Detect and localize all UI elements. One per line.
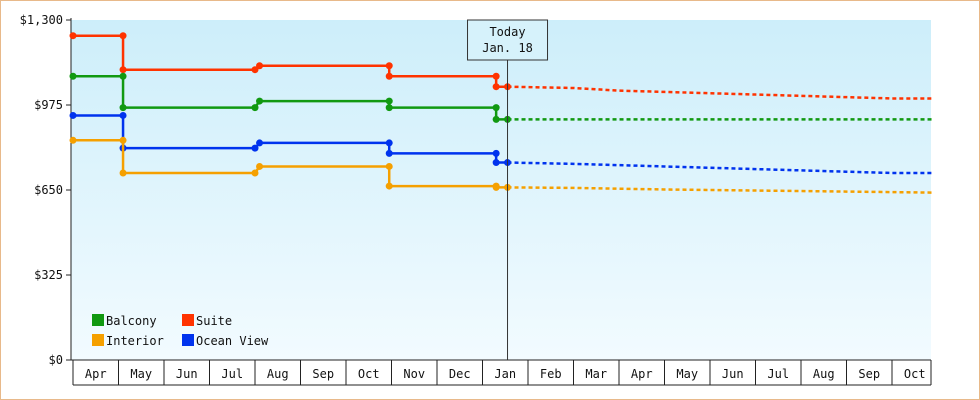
legend-label: Suite (196, 314, 232, 328)
data-point (492, 115, 500, 123)
month-label: Feb (540, 367, 562, 381)
today-label: Today (489, 25, 525, 39)
data-point (119, 32, 127, 40)
data-point (492, 149, 500, 157)
data-point (251, 66, 259, 74)
data-point (256, 62, 264, 70)
data-point (256, 139, 264, 147)
legend-label: Interior (106, 334, 164, 348)
month-label: Aug (813, 367, 835, 381)
data-point (385, 72, 393, 80)
data-point (119, 66, 127, 74)
series-history-line (73, 74, 508, 121)
month-label: Oct (358, 367, 380, 381)
legend-swatch (182, 314, 194, 326)
month-label: Jan (494, 367, 516, 381)
data-point (119, 104, 127, 112)
data-point (385, 97, 393, 105)
month-label: Jul (221, 367, 243, 381)
series-forecast-line (507, 85, 933, 100)
data-point (119, 169, 127, 177)
month-label: May (130, 367, 152, 381)
series-forecast-line (507, 186, 933, 194)
data-point (385, 104, 393, 112)
data-point (251, 104, 259, 112)
month-label: Aug (267, 367, 289, 381)
data-point (69, 136, 77, 144)
data-point (385, 182, 393, 190)
month-label: Mar (585, 367, 607, 381)
data-point (256, 97, 264, 105)
data-point (119, 136, 127, 144)
data-point (492, 104, 500, 112)
month-label: Jun (722, 367, 744, 381)
series-history-line (73, 114, 508, 164)
month-label: Oct (904, 367, 926, 381)
month-label: Apr (631, 367, 653, 381)
legend-label: Ocean View (196, 334, 269, 348)
month-label: Nov (403, 367, 425, 381)
data-point (69, 111, 77, 119)
data-point (119, 111, 127, 119)
month-label: May (676, 367, 698, 381)
data-point (256, 162, 264, 170)
data-point (69, 72, 77, 80)
legend-swatch (182, 334, 194, 346)
month-label: Jul (767, 367, 789, 381)
data-point (492, 183, 500, 191)
legend-swatch (92, 314, 104, 326)
data-point (492, 83, 500, 91)
today-date: Jan. 18 (482, 41, 533, 55)
data-point (492, 72, 500, 80)
series-history-line (73, 34, 508, 88)
month-label: Apr (85, 367, 107, 381)
data-point (385, 162, 393, 170)
data-point (251, 169, 259, 177)
data-point (251, 144, 259, 152)
y-tick-label: $975 (34, 98, 63, 112)
month-label: Jun (176, 367, 198, 381)
data-point (385, 149, 393, 157)
series-forecast-line (507, 161, 933, 175)
data-point (492, 159, 500, 167)
legend-label: Balcony (106, 314, 157, 328)
y-tick-label: $1,300 (20, 13, 63, 27)
month-label: Sep (312, 367, 334, 381)
today-box (467, 19, 549, 61)
data-point (69, 32, 77, 40)
month-label: Dec (449, 367, 471, 381)
data-point (385, 139, 393, 147)
y-tick-label: $325 (34, 268, 63, 282)
y-tick-label: $0 (49, 353, 63, 367)
data-point (385, 62, 393, 70)
data-point (119, 72, 127, 80)
legend-swatch (92, 334, 104, 346)
month-label: Sep (858, 367, 880, 381)
y-tick-label: $650 (34, 183, 63, 197)
